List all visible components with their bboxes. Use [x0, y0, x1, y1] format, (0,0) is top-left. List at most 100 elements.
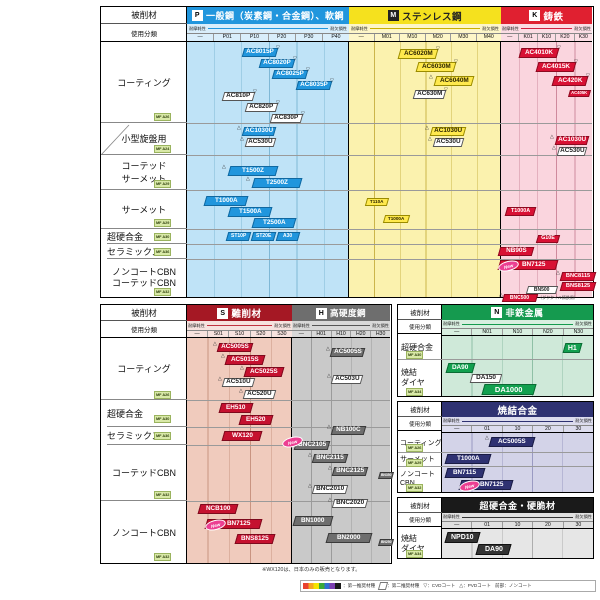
grade-chip[interactable]: BNC2115	[311, 454, 349, 463]
grade-chip[interactable]: BNC2125	[331, 467, 369, 476]
grade-chip[interactable]: BNC8115	[559, 272, 597, 281]
grade-chip[interactable]: AC5005S	[216, 343, 254, 352]
usage-header-sinter: 使用分類	[398, 417, 442, 431]
grade-chip[interactable]: BN500	[525, 286, 559, 294]
grade-chip[interactable]: BNC2010	[311, 485, 349, 494]
grade-chip[interactable]: AC5025S	[243, 367, 285, 377]
tick-P-4: P30	[294, 34, 322, 41]
workpiece-header-carbide: 被削材	[398, 498, 442, 513]
grade-chip[interactable]: BN7115	[444, 468, 486, 478]
grade-chip[interactable]: AC5005S	[329, 348, 366, 357]
grade-chip[interactable]: G10E	[535, 235, 561, 243]
grade-chip[interactable]: NB90S	[497, 247, 535, 256]
grade-chip[interactable]: AC5015S	[224, 355, 266, 365]
tick-S-2: S10	[228, 331, 249, 337]
tick-sinter-0: —	[454, 426, 460, 432]
pvd-coat-icon: △	[240, 365, 244, 371]
row-sep-1	[187, 123, 592, 124]
cvd-coat-icon: ▽	[276, 100, 280, 106]
grade-chip[interactable]: T1000A	[444, 454, 492, 464]
grade-chip[interactable]: BN350	[377, 472, 395, 479]
cvd-coat-icon: ▽	[557, 45, 561, 51]
grade-chip[interactable]: AC4010K	[518, 48, 560, 58]
row-sep-b1	[187, 400, 390, 401]
row-sep-6	[187, 259, 592, 260]
tick-carbide-0: —	[454, 522, 460, 528]
grade-chip[interactable]: T2500Z	[251, 178, 303, 188]
grade-chip[interactable]: ST10P	[225, 232, 252, 241]
grade-chip[interactable]: AC810P	[221, 92, 256, 101]
grade-chip[interactable]: BNC2020	[331, 499, 369, 508]
grade-chip[interactable]: BNS8125	[559, 282, 597, 291]
row-label-carbide-pcd: 焼結 ダイヤ	[401, 529, 442, 558]
panel-code-P: P	[191, 10, 203, 21]
grade-chip[interactable]: AC6030M	[415, 62, 457, 72]
row-label-text: コーティング	[400, 439, 442, 447]
grade-chip[interactable]: T1500A	[227, 207, 273, 217]
grade-chip[interactable]: AC4015K	[535, 62, 577, 72]
row-label-text: セラミックス	[107, 431, 161, 441]
grade-chip[interactable]: AC520U	[242, 390, 277, 399]
grade-chip[interactable]: T2500A	[251, 218, 297, 228]
grade-chip[interactable]: AC820P	[244, 103, 279, 112]
grade-chip[interactable]: AC8035P	[295, 81, 333, 90]
panel-title-S: 難削材	[231, 309, 262, 320]
usage-header-bottom: 使用分類	[101, 321, 187, 338]
grade-chip[interactable]: EH510	[218, 403, 254, 413]
grade-chip[interactable]: AC503U	[330, 375, 364, 384]
grade-chip[interactable]: AC510U	[221, 378, 256, 387]
grade-chip[interactable]: DA1000	[481, 384, 537, 395]
grade-chip[interactable]: BN1000	[292, 516, 334, 526]
grade-chip[interactable]: BNC500	[501, 294, 539, 302]
grade-chip[interactable]: NB100C	[330, 426, 367, 435]
grade-chip[interactable]: AC8015P	[241, 48, 279, 57]
grade-chip[interactable]: AC1030U	[241, 127, 277, 136]
grade-chip[interactable]: T110A	[364, 198, 390, 206]
grade-chip[interactable]: H1	[562, 343, 583, 353]
grade-chip[interactable]: AC420K	[551, 76, 589, 86]
pvd-coat-icon: △	[327, 373, 331, 379]
grade-chip[interactable]: AC530U	[244, 138, 277, 147]
pvd-coat-icon: △	[499, 292, 503, 298]
row-label-sinter-cbn: ノンコート CBN	[400, 466, 442, 492]
grade-chip[interactable]: AC830P	[269, 114, 304, 123]
pvd-coat-icon: △	[328, 497, 332, 503]
grade-chip[interactable]: BN250	[377, 539, 395, 546]
grade-chip[interactable]: AC6020M	[397, 49, 439, 59]
grade-chip[interactable]: T1000A	[382, 215, 411, 223]
wear-label-P: 耐摩耗性	[189, 25, 206, 31]
grade-chip[interactable]: AC5005S	[488, 437, 536, 447]
grade-chip[interactable]: NPD10	[444, 532, 481, 543]
grade-chip[interactable]: T1500Z	[227, 166, 279, 176]
grade-chip[interactable]: ST20E	[250, 232, 277, 241]
grade-chip[interactable]: T1000A	[203, 196, 249, 206]
grade-chip[interactable]: T1000A	[504, 207, 537, 216]
row-label-text: 超硬合金	[107, 408, 144, 419]
grade-chip[interactable]: AC630M	[412, 90, 447, 99]
grade-chip[interactable]: A30	[275, 232, 301, 241]
grade-chip[interactable]: AC8020P	[258, 59, 296, 68]
grade-chip[interactable]: DA90	[445, 363, 476, 373]
grade-chip[interactable]: DA150	[469, 374, 503, 383]
grade-chip[interactable]: AC1030U	[429, 127, 467, 136]
grade-chip[interactable]: AC1030U	[554, 136, 590, 145]
grade-chip[interactable]: BNS8125	[234, 534, 276, 544]
grade-chip[interactable]: WX120	[221, 431, 263, 441]
wear-label-K: 耐摩耗性	[502, 25, 519, 31]
grade-chip[interactable]: DA90	[475, 544, 512, 555]
grade-chip[interactable]: AC530U	[432, 138, 465, 147]
tick-M-5: M40	[475, 34, 502, 41]
grade-chip[interactable]: NCB100	[197, 504, 239, 514]
grade-chip[interactable]: AC6040M	[433, 76, 475, 86]
pvd-coat-icon: △	[429, 74, 433, 80]
grade-chip[interactable]: AC530U	[556, 147, 588, 156]
grade-chip[interactable]: AC405K	[567, 90, 592, 97]
pvd-coat-icon: △	[328, 465, 332, 471]
footnote: ※WX120は、日本のみの販売となります。	[262, 567, 361, 573]
grade-chip[interactable]: BN2000	[325, 533, 373, 543]
legend-first-label: ：第一推奨材種	[343, 583, 376, 588]
workpiece-header-N: 被削材	[398, 305, 442, 320]
grade-chip[interactable]: EH520	[238, 415, 274, 425]
pvd-coat-icon: △	[308, 452, 312, 458]
grade-chip[interactable]: AC8025P	[271, 70, 309, 79]
